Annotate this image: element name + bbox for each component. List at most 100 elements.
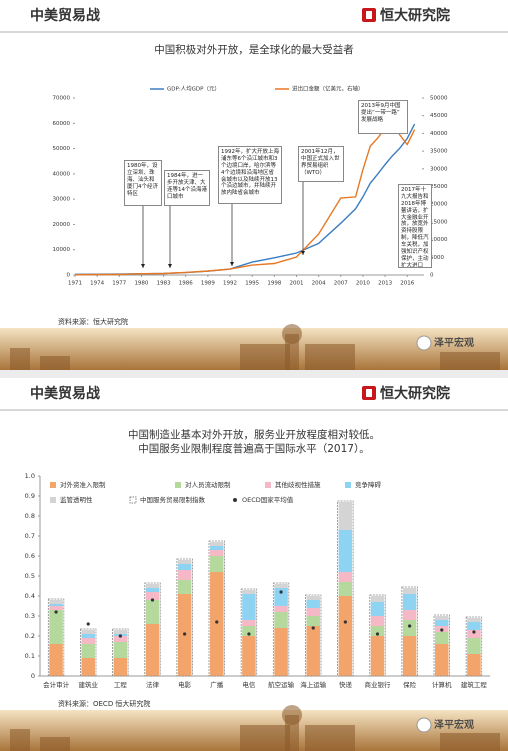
bar-segment xyxy=(210,546,224,550)
index-outline xyxy=(176,558,193,677)
x-tick-label: 电信 xyxy=(242,680,256,689)
legend-swatch xyxy=(175,482,181,488)
oecd-dot xyxy=(311,626,315,630)
index-outline xyxy=(401,586,418,677)
bar-segment xyxy=(49,604,63,606)
bar-segment xyxy=(338,596,353,676)
bar-segment xyxy=(177,564,192,570)
bar-segment xyxy=(467,638,481,654)
x-tick-label: 建筑业 xyxy=(78,680,98,689)
oecd-dot xyxy=(54,610,58,614)
index-outline xyxy=(47,598,65,677)
y2-tick-label: 25000 xyxy=(430,184,448,190)
y-tick-label: 0.8 xyxy=(25,512,35,520)
annotation-arrowhead xyxy=(168,264,172,268)
legend-label: OECD国家平均值 xyxy=(242,495,294,504)
x-tick-label: 1980 xyxy=(134,281,148,287)
bar-segment xyxy=(242,590,256,594)
bar-segment xyxy=(435,616,449,620)
y-tick-label: 60000 xyxy=(53,121,71,127)
bar-segment xyxy=(370,616,385,626)
y-tick-label: 20000 xyxy=(53,222,71,228)
oecd-dot xyxy=(472,630,476,634)
bar-segment xyxy=(113,630,128,634)
x-tick-label: 1983 xyxy=(157,281,171,287)
bar-segment xyxy=(242,626,256,636)
annotation: 2001年12月，中国正式加入世界贸易组织（WTO） xyxy=(298,146,344,182)
y-tick-label: 0 xyxy=(67,273,71,279)
chart-title: 中国积极对外开放，是全球化的最大受益者 xyxy=(154,43,354,56)
footer-building xyxy=(40,737,70,751)
slide-gap xyxy=(0,370,508,378)
y-tick-label: 0.5 xyxy=(25,572,35,580)
footer-building xyxy=(240,725,290,751)
bar-segment xyxy=(177,580,192,594)
bar-segment xyxy=(306,616,320,626)
bar-segment xyxy=(49,600,63,604)
footer-dome xyxy=(282,705,302,725)
annotation: 1992年，扩大开放上海浦东等6个沿江城市和3个边境口岸，哈尔滨等4个边境和沿海… xyxy=(218,146,282,204)
x-tick-label: 1974 xyxy=(90,281,104,287)
x-tick-label: 航空运输 xyxy=(268,680,295,689)
bar-segment xyxy=(338,582,353,596)
x-tick-label: 保险 xyxy=(403,680,417,689)
bar-segment xyxy=(306,596,320,600)
bar-segment xyxy=(210,550,224,556)
y-tick-label: 70000 xyxy=(53,96,71,102)
bar-segment xyxy=(145,588,160,592)
x-tick-label: 2016 xyxy=(400,281,414,287)
bar-segment xyxy=(435,632,449,644)
footer-building xyxy=(305,725,355,751)
footer-building xyxy=(10,348,30,370)
y-tick-label: 40000 xyxy=(53,171,71,177)
annotation-box: 1980年，设立深圳、珠海、汕头和厦门4个经济特区 xyxy=(124,160,162,206)
y-tick-label: 0.6 xyxy=(25,552,35,560)
index-outline xyxy=(433,614,450,677)
index-outline xyxy=(337,500,354,677)
x-tick-label: 电影 xyxy=(178,680,192,689)
x-tick-label: 1986 xyxy=(179,281,193,287)
bar-segment xyxy=(338,530,353,572)
annotation-arrowhead xyxy=(141,264,145,268)
bar-segment xyxy=(81,658,95,676)
index-outline xyxy=(80,628,97,677)
y-tick-label: 30000 xyxy=(53,197,71,203)
bar-segment xyxy=(370,596,385,602)
oecd-dot xyxy=(118,634,122,638)
bar-segment xyxy=(467,654,481,676)
index-outline xyxy=(240,588,258,677)
legend-label: 进出口金额（亿美元，右轴） xyxy=(292,85,364,93)
footer-dome xyxy=(282,324,302,344)
index-outline xyxy=(465,616,483,677)
y2-tick-label: 15000 xyxy=(430,219,448,225)
oecd-dot xyxy=(150,598,155,602)
logo-icon-inner xyxy=(366,389,372,397)
header-title: 中美贸易战 xyxy=(30,385,100,402)
source: 资料来源：恒大研究院 xyxy=(58,317,128,326)
bar-segment xyxy=(306,608,320,616)
bar-segment xyxy=(145,592,160,600)
bar-segment xyxy=(242,636,256,676)
annotation-box: 2001年12月，中国正式加入世界贸易组织（WTO） xyxy=(298,146,344,182)
y-tick-label: 0 xyxy=(31,672,35,680)
x-tick-label: 1977 xyxy=(112,281,126,287)
bar-segment xyxy=(274,588,288,606)
bar-segment xyxy=(370,636,385,676)
annotation-arrowhead xyxy=(230,262,234,266)
x-tick-label: 海上运输 xyxy=(300,680,327,689)
x-tick-label: 2004 xyxy=(312,281,326,287)
y-tick-label: 0.1 xyxy=(25,652,35,660)
bar-segment xyxy=(49,606,63,610)
logo-icon-inner xyxy=(366,11,372,19)
bar-segment xyxy=(177,570,192,580)
bar-segment xyxy=(210,572,224,676)
oecd-dot xyxy=(247,632,251,636)
x-tick-label: 计算机 xyxy=(432,680,452,689)
index-outline xyxy=(112,628,129,677)
legend-label: GDP:人均GDP（元） xyxy=(167,85,220,93)
x-tick-label: 2010 xyxy=(356,281,370,287)
bar-segment xyxy=(49,644,63,676)
annotation-box: 2017年十九大报告和2018年博鳌讲话，扩大金融业开放，放宽外资持股限制，降低… xyxy=(398,184,432,268)
bar-segment xyxy=(402,594,417,610)
